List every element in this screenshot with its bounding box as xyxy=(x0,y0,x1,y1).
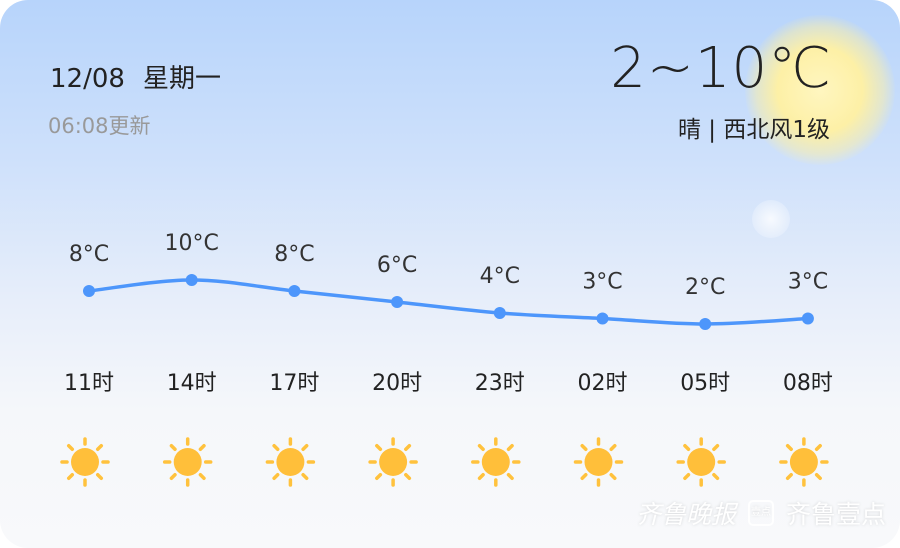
sun-icon xyxy=(676,437,726,487)
watermark-brand1: 齐鲁晚报 xyxy=(636,500,737,529)
temperature-point xyxy=(83,285,95,297)
sun-icon xyxy=(368,437,418,487)
temperature-label: 10°C xyxy=(165,231,219,256)
sun-glow-decoration xyxy=(745,15,895,165)
sun-icon xyxy=(779,437,829,487)
weekday: 星期一 xyxy=(142,64,221,94)
temperature-label: 8°C xyxy=(69,242,109,267)
updated-time: 06:08更新 xyxy=(48,114,151,138)
sun-icon xyxy=(573,437,624,487)
temperature-point xyxy=(801,312,814,325)
temperature-point xyxy=(493,307,506,319)
condition-line: 晴 | 西北风1级 xyxy=(678,110,830,144)
sun-icon xyxy=(265,437,316,487)
hour-label: 17时 xyxy=(269,371,319,396)
temperature-label: 3°C xyxy=(788,270,828,295)
temperature-point xyxy=(699,318,712,330)
temperature-label: 8°C xyxy=(274,242,314,267)
hour-label: 05时 xyxy=(680,371,730,396)
temperature-label: 2°C xyxy=(685,275,725,300)
hour-label: 11时 xyxy=(64,371,114,396)
hour-label: 14时 xyxy=(167,371,217,396)
temperature-point xyxy=(288,285,301,297)
temperature-label: 3°C xyxy=(582,270,622,295)
condition: 晴 xyxy=(677,117,701,143)
temperature-point xyxy=(185,274,198,286)
wind: 西北风1级 xyxy=(723,117,830,143)
temperature-line xyxy=(88,278,808,326)
hour-label: 23时 xyxy=(475,371,525,396)
sun-icon xyxy=(60,437,110,487)
date-text: 12/08 xyxy=(50,64,125,94)
date: 12/08 星期一 xyxy=(50,58,239,95)
hour-label: 02时 xyxy=(578,371,628,396)
hour-label: 08时 xyxy=(783,371,833,396)
temperature-point xyxy=(596,312,609,325)
temperature-label: 6°C xyxy=(377,253,417,278)
temperature-point xyxy=(391,296,404,308)
temperature-range: 2~10℃ xyxy=(610,36,832,101)
sun-icon xyxy=(471,437,521,487)
watermark-logo: 壹点 xyxy=(748,500,775,526)
separator: | xyxy=(708,117,717,143)
sun-icon xyxy=(162,437,213,487)
hour-label: 20时 xyxy=(372,371,422,396)
watermark-brand2: 齐鲁壹点 xyxy=(786,500,887,529)
temperature-label: 4°C xyxy=(480,264,520,289)
light-orb-decoration xyxy=(752,200,790,238)
watermark: 齐鲁晚报 壹点 齐鲁壹点 xyxy=(636,495,886,531)
